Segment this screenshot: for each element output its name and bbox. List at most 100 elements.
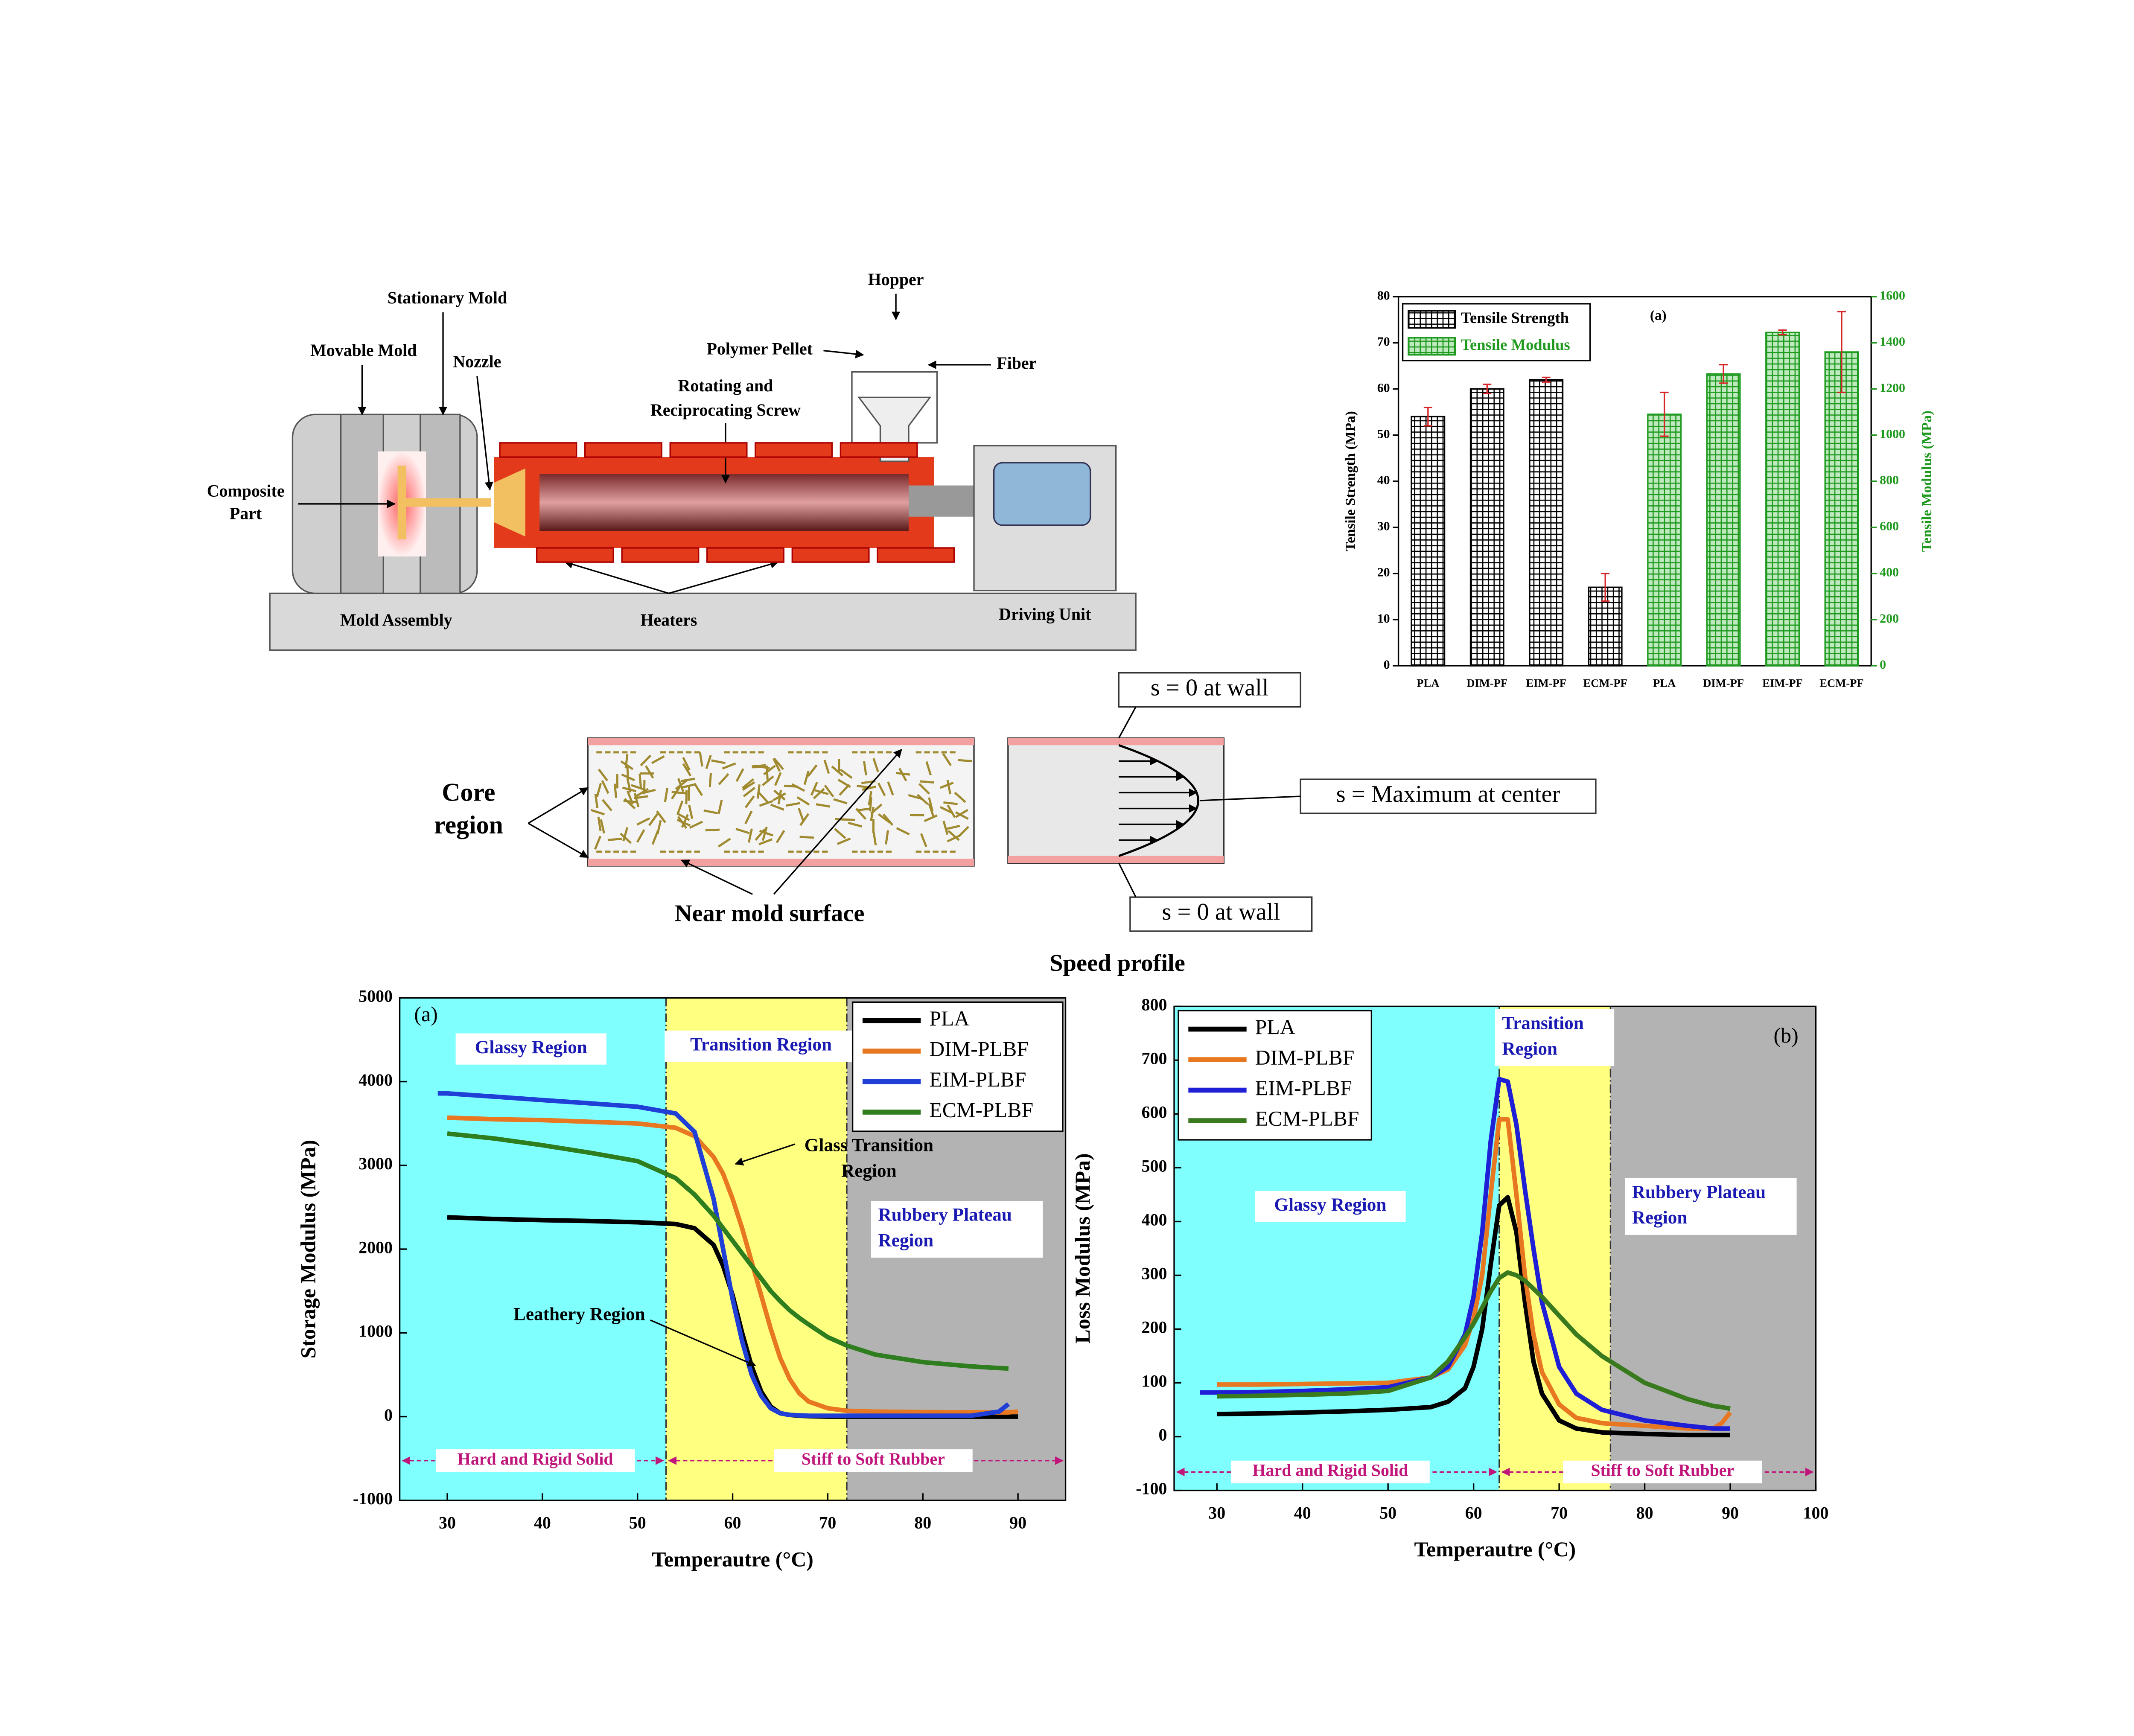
region-label-box: [455, 1033, 606, 1065]
y-tick-label: 800: [1142, 995, 1167, 1014]
fiber: [744, 810, 753, 824]
x-tick-label: 40: [534, 1513, 551, 1532]
fiber: [872, 758, 879, 772]
y-tick-label: -1000: [353, 1489, 393, 1508]
y-tick-label: 4000: [359, 1070, 393, 1089]
error-bar: [1837, 311, 1846, 393]
fiber: [743, 786, 756, 798]
fiber: [685, 790, 688, 804]
fiber: [863, 761, 867, 775]
fiber: [594, 793, 598, 808]
fiber: [623, 800, 638, 804]
fiber: [945, 824, 960, 830]
fiber: [622, 786, 637, 792]
fiber: [773, 757, 784, 770]
legend-label: DIM-PLBF: [929, 1037, 1029, 1061]
label: Driving Unit: [999, 605, 1091, 624]
x-tick-label: 90: [1009, 1513, 1026, 1532]
fiber: [837, 837, 851, 845]
wall-strip: [1008, 856, 1224, 863]
heater: [755, 442, 833, 458]
series-line: [1200, 1077, 1730, 1431]
fiber: [613, 784, 618, 798]
fiber: [814, 789, 829, 795]
fiber: [687, 786, 691, 801]
fiber: [918, 783, 930, 795]
fiber: [644, 765, 654, 779]
fiber: [848, 821, 863, 828]
panel-label: (b): [1774, 1024, 1799, 1047]
fiber: [786, 802, 800, 807]
y-tick-label: 5000: [359, 987, 393, 1006]
region-label: Region: [1632, 1207, 1688, 1228]
y2-axis-title: Tensile Modulus (MPa): [1919, 411, 1935, 552]
region: [666, 998, 847, 1500]
legend-label: PLA: [1255, 1015, 1295, 1039]
annotation: Glass Transition: [805, 1135, 933, 1156]
fiber: [689, 821, 703, 829]
fiber: [839, 784, 850, 796]
bar: [1765, 332, 1800, 667]
y2-tick-label: 0: [1880, 658, 1886, 672]
region: [399, 998, 666, 1500]
fiber: [598, 769, 608, 781]
x-tick-label: DIM-PF: [1466, 676, 1507, 689]
fiber: [887, 781, 894, 796]
fiber: [898, 768, 907, 781]
x-tick-label: 50: [629, 1513, 646, 1532]
label: Heaters: [640, 610, 697, 629]
x-tick-label: 30: [439, 1513, 456, 1532]
wall-strip: [588, 738, 974, 746]
series-line: [1217, 1195, 1730, 1438]
fiber: [955, 811, 969, 820]
legend-label: DIM-PLBF: [1255, 1046, 1355, 1069]
y-tick-label: -100: [1136, 1479, 1167, 1498]
fiber: [705, 754, 712, 769]
fiber: [631, 784, 645, 791]
annotation: Region: [841, 1160, 897, 1181]
fiber: [742, 778, 754, 789]
x-tick-label: PLA: [1417, 676, 1440, 689]
region-label: Region: [1502, 1038, 1557, 1059]
fiber: [676, 812, 690, 821]
heater: [669, 442, 748, 458]
y-tick-label: 0: [1158, 1425, 1167, 1445]
fiber: [823, 760, 830, 774]
error-bar: [1778, 329, 1787, 336]
y-tick-label: 60: [1377, 381, 1390, 395]
fiber: [877, 782, 886, 796]
fiber: [621, 773, 635, 781]
legend-swatch: [1408, 337, 1456, 356]
fiber: [638, 774, 642, 788]
legend-swatch: [1408, 310, 1456, 329]
label: s = 0 at wall: [1151, 675, 1269, 701]
x-tick-label: ECM-PF: [1819, 676, 1863, 689]
fiber: [703, 809, 718, 815]
fiber: [954, 792, 966, 803]
fiber: [813, 788, 825, 799]
panel-label: (a): [414, 1002, 437, 1026]
fiber: [925, 761, 932, 776]
fiber: [882, 813, 894, 826]
fiber: [590, 809, 605, 816]
y-axis-title: Storage Modulus (MPa): [296, 1140, 320, 1359]
fiber: [885, 830, 889, 845]
region-label-box: [1255, 1191, 1406, 1222]
callout-box: [1129, 896, 1313, 932]
label: s = Maximum at center: [1336, 781, 1560, 807]
fiber: [947, 834, 961, 842]
fiber: [947, 830, 960, 841]
fiber: [799, 813, 810, 826]
fiber: [742, 781, 755, 791]
region-label: Rubbery Plateau: [878, 1205, 1012, 1225]
fiber: [622, 827, 629, 842]
fiber: [872, 831, 877, 845]
legend-label: EIM-PLBF: [929, 1068, 1026, 1091]
fiber: [816, 803, 831, 808]
flow-labels: Core region Near mold surface s = 0 at w…: [434, 675, 1560, 976]
fiber: [774, 772, 782, 786]
fiber: [924, 814, 938, 822]
label: Nozzle: [453, 352, 501, 371]
fiber: [708, 773, 712, 787]
